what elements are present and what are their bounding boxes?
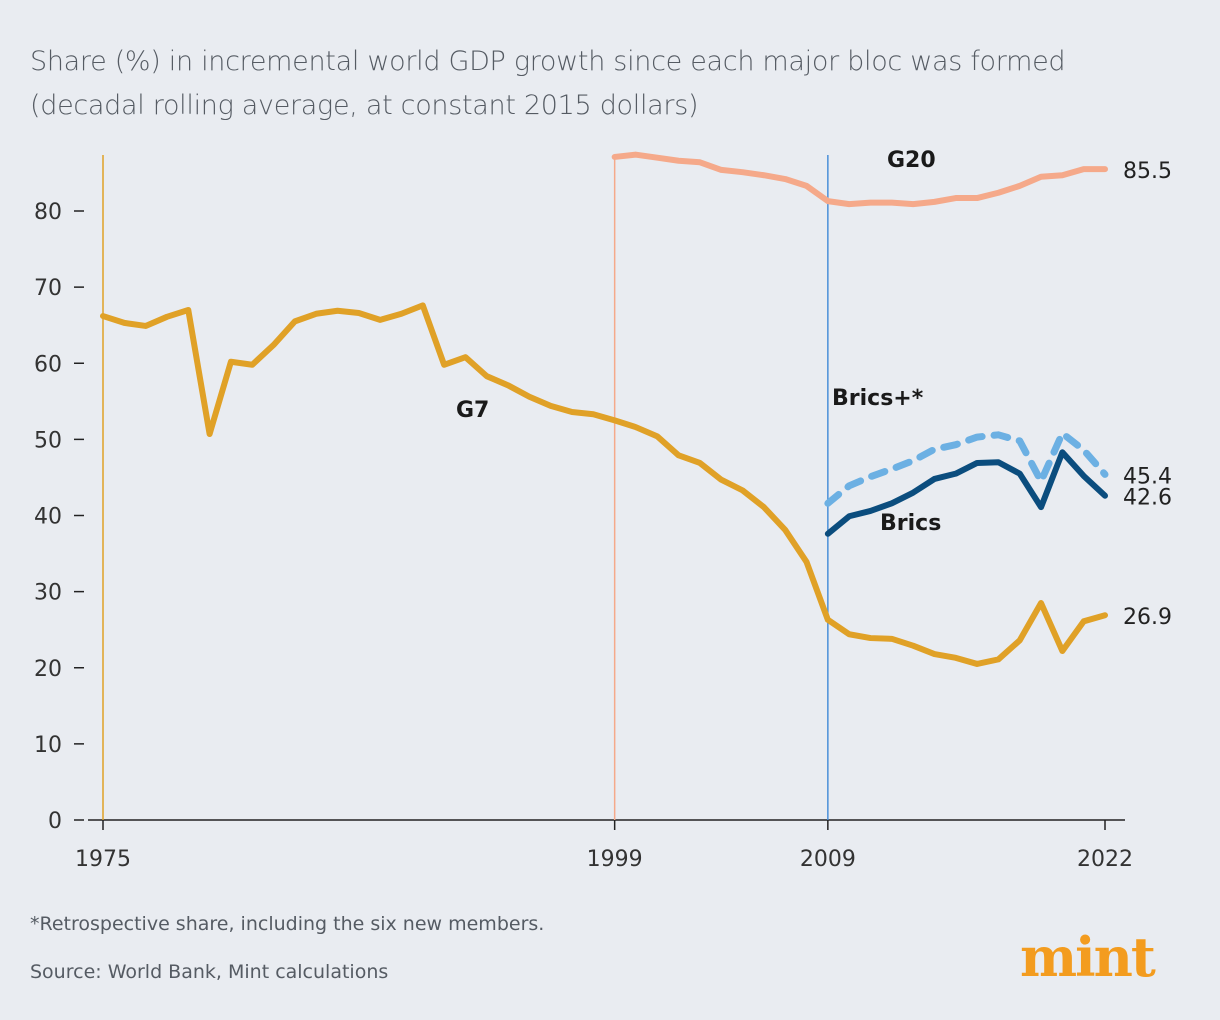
end-value-label: 26.9 xyxy=(1123,605,1172,630)
y-tick-label: 40 xyxy=(34,505,62,530)
series-name-label: Brics+* xyxy=(832,386,924,411)
mint-logo: mint xyxy=(1020,925,1156,989)
series-line-brics xyxy=(824,449,1108,537)
x-tick-label: 1999 xyxy=(587,847,643,872)
chart-title: Share (%) in incremental world GDP growt… xyxy=(30,40,1066,128)
series-name-label: Brics xyxy=(880,511,941,536)
title-line: Share (%) in incremental world GDP growt… xyxy=(30,46,1066,77)
y-tick-label: 70 xyxy=(34,276,62,301)
end-value-label: 85.5 xyxy=(1123,159,1172,184)
y-tick-label: 30 xyxy=(34,581,62,606)
series-line-brics xyxy=(824,429,1109,507)
y-tick-label: 50 xyxy=(34,428,62,453)
series-line-g20 xyxy=(611,151,1108,208)
y-tick-label: 60 xyxy=(34,352,62,377)
series-line-g7 xyxy=(100,302,1108,667)
y-tick-label: 10 xyxy=(34,733,62,758)
footnote: *Retrospective share, including the six … xyxy=(30,913,545,935)
y-tick-label: 80 xyxy=(34,200,62,225)
source-note: Source: World Bank, Mint calculations xyxy=(30,961,389,983)
subtitle-line: (decadal rolling average, at constant 20… xyxy=(30,90,699,121)
end-value-label: 45.4 xyxy=(1123,464,1172,489)
x-tick-label: 2009 xyxy=(800,847,856,872)
y-tick-label: 20 xyxy=(34,657,62,682)
x-tick-label: 1975 xyxy=(75,847,131,872)
x-tick-label: 2022 xyxy=(1077,847,1133,872)
series-name-label: G7 xyxy=(456,398,489,423)
end-value-label: 42.6 xyxy=(1123,486,1172,511)
y-tick-label: 0 xyxy=(48,809,62,834)
series-name-label: G20 xyxy=(887,148,936,173)
